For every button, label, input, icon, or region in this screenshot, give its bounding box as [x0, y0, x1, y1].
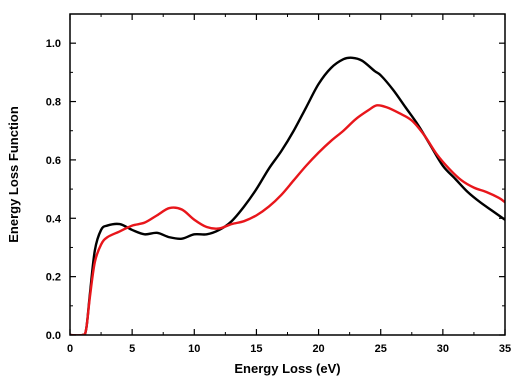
y-tick-label: 0.4: [46, 213, 62, 225]
y-tick-label: 0.6: [46, 155, 61, 167]
series-red-line: [70, 104, 505, 335]
plot-frame: [69, 13, 506, 336]
series-black-line: [70, 56, 505, 335]
axis-tick-labels: 0 5 10 15 20 25 30 35 0.0 0.2 0.4 0.6 0.8 1.0: [46, 38, 511, 355]
x-tick-label: 25: [375, 343, 387, 355]
x-tick-label: 30: [437, 343, 449, 355]
y-axis-label: Energy Loss Function: [6, 106, 21, 243]
y-tick-label: 0.8: [46, 97, 61, 109]
x-tick-label: 20: [312, 343, 324, 355]
x-tick-label: 35: [499, 343, 511, 355]
y-tick-label: 1.0: [46, 38, 61, 50]
x-axis-label: Energy Loss (eV): [234, 361, 340, 376]
x-tick-label: 15: [250, 343, 262, 355]
y-tick-label: 0.2: [46, 272, 61, 284]
axis-ticks: [69, 13, 506, 336]
y-tick-label: 0.0: [46, 330, 61, 342]
plot-content: [70, 56, 505, 335]
x-tick-label: 0: [67, 343, 73, 355]
x-tick-label: 10: [188, 343, 200, 355]
x-tick-label: 5: [129, 343, 135, 355]
